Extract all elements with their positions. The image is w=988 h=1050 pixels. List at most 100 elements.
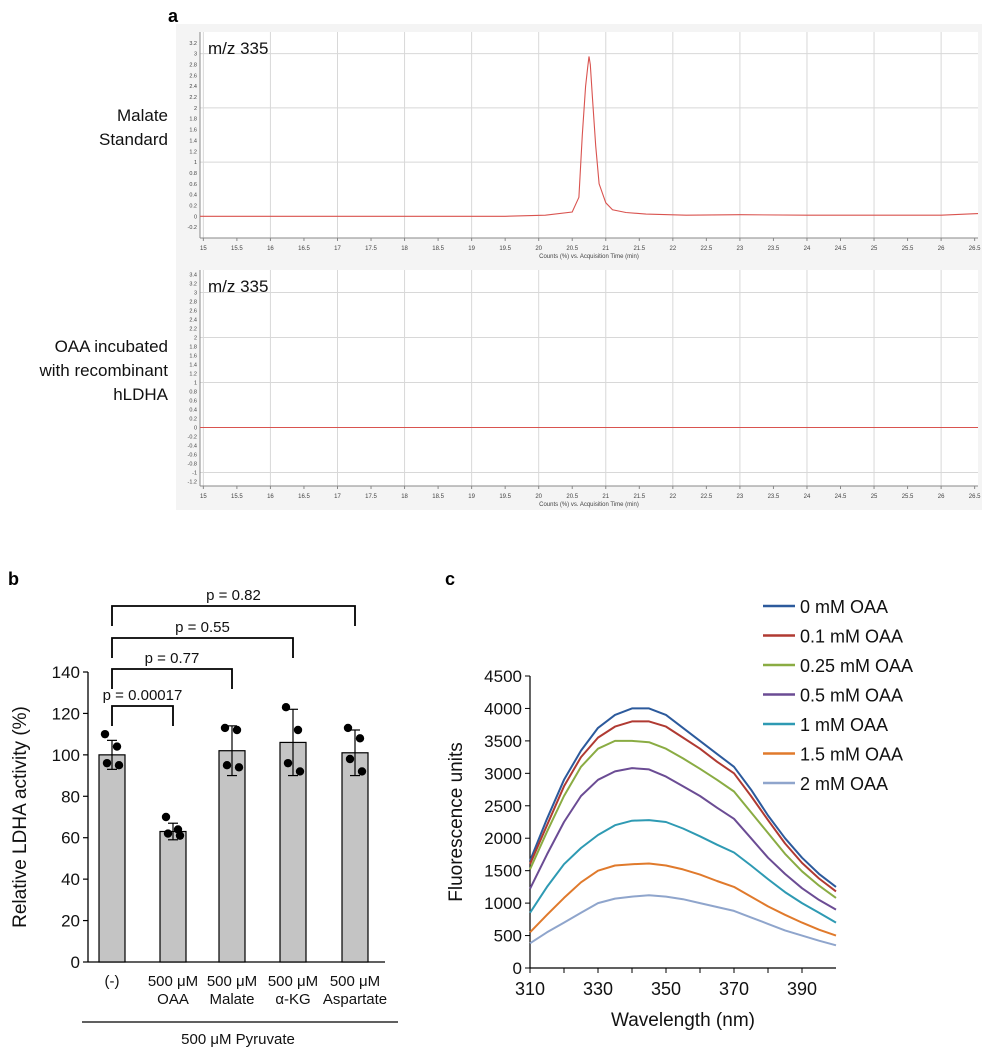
x-tick-label: 24 (804, 246, 811, 252)
y-axis-title: Fluorescence units (446, 742, 467, 901)
y-tick-label: 0.2 (189, 417, 197, 423)
y-tick-label: -0.2 (188, 225, 197, 231)
data-point (355, 734, 365, 743)
y-tick-label: 0.8 (189, 390, 197, 396)
y-tick-label: 3.2 (189, 41, 197, 47)
x-tick-label: 16.5 (298, 494, 310, 500)
bar (159, 830, 187, 963)
y-tick-label: 60 (61, 829, 80, 848)
y-tick-label: 100 (52, 746, 80, 765)
panel-label-c: c (445, 569, 455, 589)
category-label: 500 μM (207, 973, 257, 990)
y-tick-label: 1000 (484, 894, 522, 913)
row-label: Malate (117, 106, 168, 125)
x-tick-label: 24 (804, 494, 811, 500)
x-tick-label: 15.5 (231, 246, 243, 252)
data-point (161, 812, 171, 822)
y-tick-label: 140 (52, 663, 80, 682)
x-tick-label: 26.5 (969, 246, 981, 252)
x-tick-label: 26.5 (969, 494, 981, 500)
y-axis-title: Relative LDHA activity (%) (10, 706, 31, 928)
category-label: Aspartate (323, 991, 387, 1008)
y-tick-label: 500 (494, 927, 522, 946)
x-tick-label: 23 (737, 494, 744, 500)
series-line (529, 720, 837, 893)
y-tick-label: 2.6 (189, 309, 197, 315)
category-label: 500 μM (330, 973, 380, 990)
y-tick-label: 0.4 (189, 408, 197, 414)
x-tick-label: 370 (719, 979, 749, 999)
x-tick-label: 21.5 (633, 246, 645, 252)
x-tick-label: 25 (871, 246, 878, 252)
x-tick-label: 330 (583, 979, 613, 999)
x-tick-label: 15.5 (231, 494, 243, 500)
y-tick-label: 3.2 (189, 282, 197, 288)
x-tick-label: 23.5 (768, 246, 780, 252)
data-point (102, 758, 112, 768)
x-tick-label: 20 (535, 246, 542, 252)
y-tick-label: 3 (194, 291, 197, 297)
series-line (529, 862, 837, 937)
x-tick-label: 20.5 (566, 246, 578, 252)
category-label: (-) (105, 973, 120, 990)
ion-label: m/z 335 (208, 39, 268, 58)
data-point (345, 754, 355, 764)
y-tick-label: 1.8 (189, 117, 197, 123)
y-tick-label: 3000 (484, 764, 522, 783)
y-tick-label: 2 (194, 106, 197, 112)
legend-label: 0 mM OAA (800, 597, 888, 617)
x-tick-label: 17.5 (365, 494, 377, 500)
y-tick-label: 0 (194, 214, 197, 220)
y-tick-label: 1500 (484, 862, 522, 881)
x-axis-title: Counts (%) vs. Acquisition Time (min) (539, 502, 639, 508)
ion-label: m/z 335 (208, 277, 268, 296)
x-tick-label: 15 (200, 494, 207, 500)
y-tick-label: 2.2 (189, 327, 197, 333)
y-tick-label: -1.2 (188, 480, 197, 486)
data-point (343, 723, 353, 733)
x-tick-label: 19 (468, 246, 475, 252)
y-tick-label: 4000 (484, 699, 522, 718)
y-tick-label: 0 (71, 953, 80, 972)
x-tick-label: 21 (602, 494, 609, 500)
data-point (293, 725, 303, 735)
y-tick-label: 1.4 (189, 363, 197, 369)
x-tick-label: 16 (267, 494, 274, 500)
y-tick-label: 0 (194, 426, 197, 432)
x-tick-label: 25 (871, 494, 878, 500)
category-label: α-KG (275, 991, 310, 1008)
legend-label: 2 mM OAA (800, 774, 888, 794)
significance-bracket (111, 605, 356, 626)
y-tick-label: 3 (194, 52, 197, 58)
x-tick-label: 19 (468, 494, 475, 500)
category-label: 500 μM (268, 973, 318, 990)
p-value-label: p = 0.00017 (103, 687, 183, 704)
y-tick-label: 2.4 (189, 84, 197, 90)
data-point (112, 742, 122, 751)
x-tick-label: 17 (334, 494, 341, 500)
x-tick-label: 24.5 (835, 246, 847, 252)
chromatogram-oaa-hldha: 15 15.5 16 16.5 17 17.5 18 18.5 19 19.5 20 20.5 21 21… (38, 262, 982, 510)
group-label: 500 μM Pyruvate (181, 1031, 295, 1048)
x-tick-label: 18.5 (432, 494, 444, 500)
y-tick-label: 1 (194, 160, 197, 166)
trace-line (200, 56, 979, 217)
data-point (100, 729, 110, 739)
data-point (222, 761, 232, 770)
bar (279, 741, 307, 963)
panel-label-a: a (168, 6, 179, 26)
row-label: hLDHA (113, 385, 168, 404)
y-tick-label: 1.8 (189, 345, 197, 351)
y-tick-label: 4500 (484, 667, 522, 686)
y-tick-label: -1 (192, 471, 197, 477)
x-tick-label: 19.5 (499, 246, 511, 252)
plot-area (200, 32, 978, 238)
x-tick-label: 25.5 (902, 494, 914, 500)
x-tick-label: 15 (200, 246, 207, 252)
row-label: with recombinant (38, 361, 168, 380)
row-label: Standard (99, 130, 168, 149)
y-tick-label: 1.6 (189, 354, 197, 360)
ldha-activity-bar-chart: 0 20 40 60 80 100 120 140 Relative LDHA activity… (10, 587, 398, 1048)
x-tick-label: 24.5 (835, 494, 847, 500)
y-tick-label: 1.2 (189, 149, 197, 155)
